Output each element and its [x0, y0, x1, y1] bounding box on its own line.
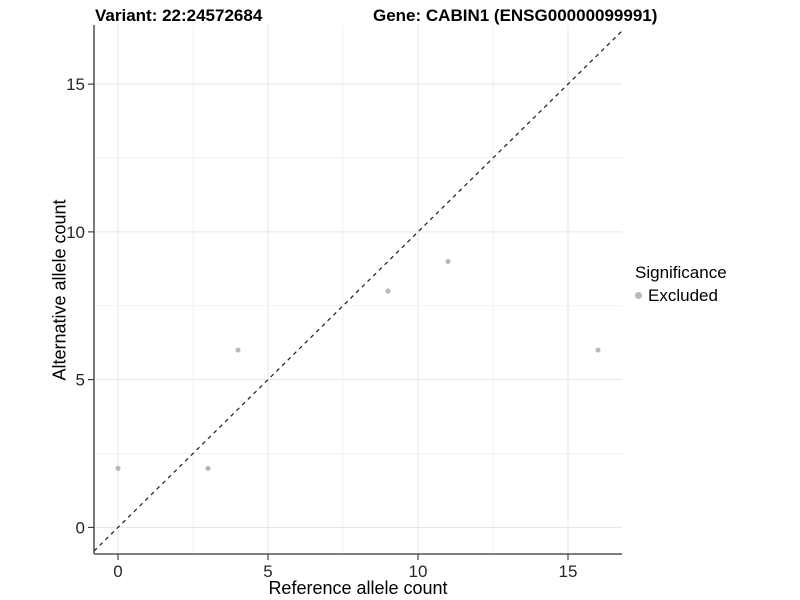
data-point [445, 258, 451, 265]
legend-item-label: Excluded [648, 286, 718, 305]
plot-title-gene: Gene: CABIN1 (ENSG00000099991) [373, 6, 658, 25]
data-point [235, 347, 241, 353]
x-tick-label: 15 [559, 562, 578, 581]
legend: Significance Excluded [635, 263, 727, 305]
data-point [205, 465, 211, 471]
y-tick-label: 5 [76, 371, 85, 390]
x-tick-label: 10 [409, 562, 428, 581]
identity-line [93, 30, 623, 552]
x-tick-label: 5 [263, 562, 272, 581]
legend-title: Significance [635, 263, 727, 282]
y-tick-label: 0 [76, 518, 85, 537]
data-point [385, 288, 391, 294]
legend-point-icon [635, 292, 642, 299]
legend-item-excluded: Excluded [635, 286, 727, 305]
data-point [115, 465, 121, 471]
y-tick-label: 10 [66, 223, 85, 242]
x-axis-title: Reference allele count [268, 578, 448, 598]
x-tick-label: 0 [113, 562, 122, 581]
y-axis-title: Alternative allele count [49, 199, 70, 381]
y-tick-label: 15 [66, 75, 85, 94]
plot-title-variant: Variant: 22:24572684 [95, 6, 263, 25]
data-point [595, 347, 601, 353]
